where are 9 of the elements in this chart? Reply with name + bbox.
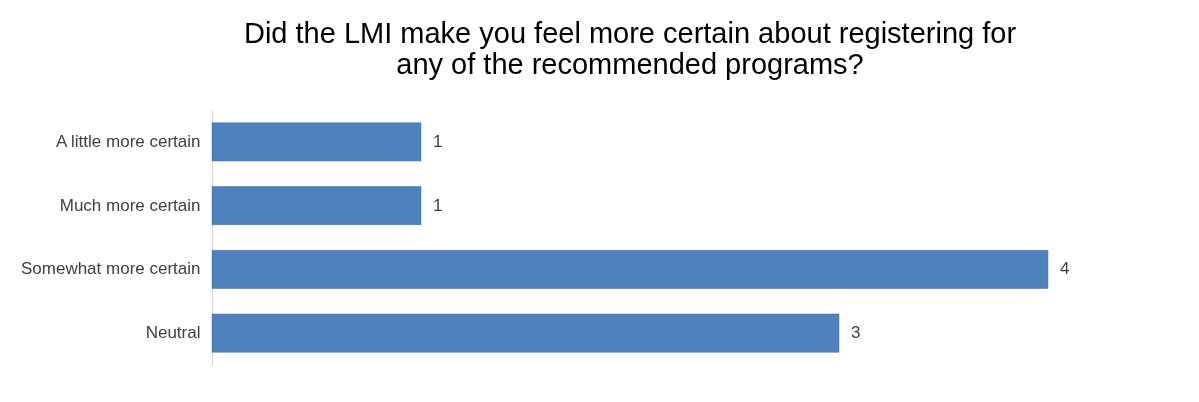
data-label: 1	[433, 131, 443, 151]
data-label: 4	[1060, 259, 1070, 279]
data-label: 3	[851, 323, 861, 343]
y-tick-label: Much more certain	[59, 195, 201, 215]
y-tick-label: Neutral	[145, 323, 201, 343]
data-label: 1	[433, 195, 443, 215]
chart-title: Did the LMI make you feel more certain about registering for any of the recommended programs?	[243, 17, 1017, 80]
y-tick-label: Somewhat more certain	[20, 259, 201, 279]
y-tick-label: A little more certain	[55, 131, 201, 151]
